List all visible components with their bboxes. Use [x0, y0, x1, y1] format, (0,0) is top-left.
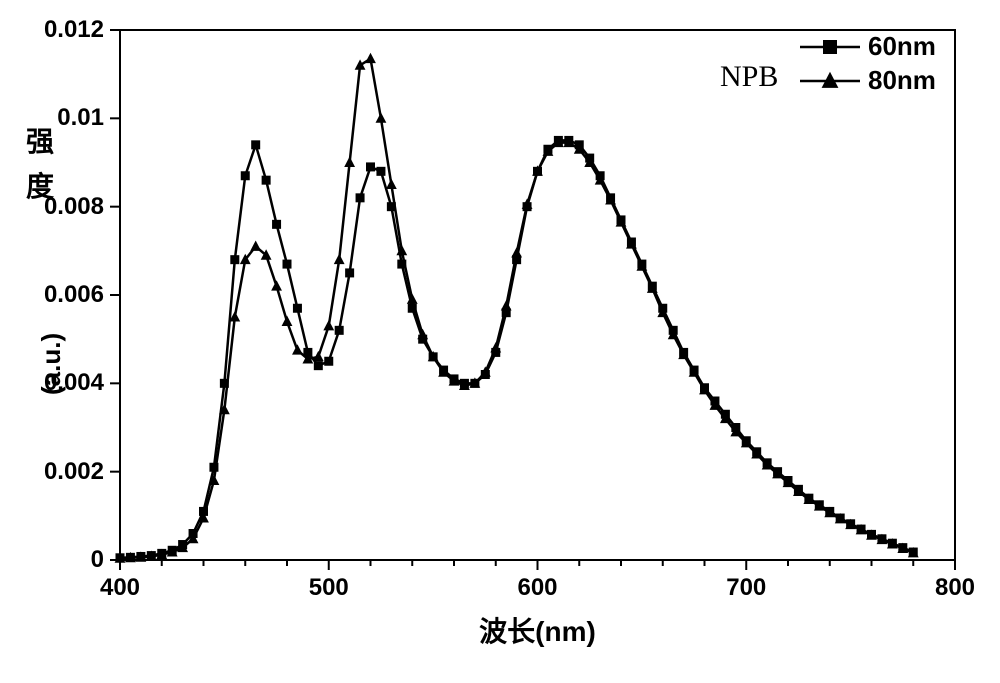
x-tick-label: 600 [517, 574, 557, 602]
y-tick-label: 0 [91, 546, 104, 574]
x-tick-label: 500 [309, 574, 349, 602]
x-axis-title: 波长(nm) [479, 610, 596, 650]
x-tick-label: 700 [726, 574, 766, 602]
legend-item-label: 80nm [868, 65, 936, 96]
y-tick-label: 0.006 [44, 281, 104, 309]
x-tick-label: 800 [935, 574, 975, 602]
y-tick-label: 0.008 [44, 193, 104, 221]
legend-item-label: 60nm [868, 31, 936, 62]
y-axis-title-char1: 强 [26, 120, 54, 160]
plot-svg [0, 0, 1000, 678]
spectrum-chart: 强度(a.u.) 波长(nm) NPB 400 500 600 700 800 0 0.00… [0, 0, 1000, 678]
npb-annotation-label: NPB [720, 60, 778, 94]
y-tick-label: 0.002 [44, 458, 104, 486]
y-tick-label: 0.004 [44, 369, 104, 397]
x-tick-label: 400 [100, 574, 140, 602]
y-axis-title: 强度(a.u.) [4, 0, 44, 678]
y-tick-label: 0.01 [57, 104, 104, 132]
y-tick-label: 0.012 [44, 16, 104, 44]
